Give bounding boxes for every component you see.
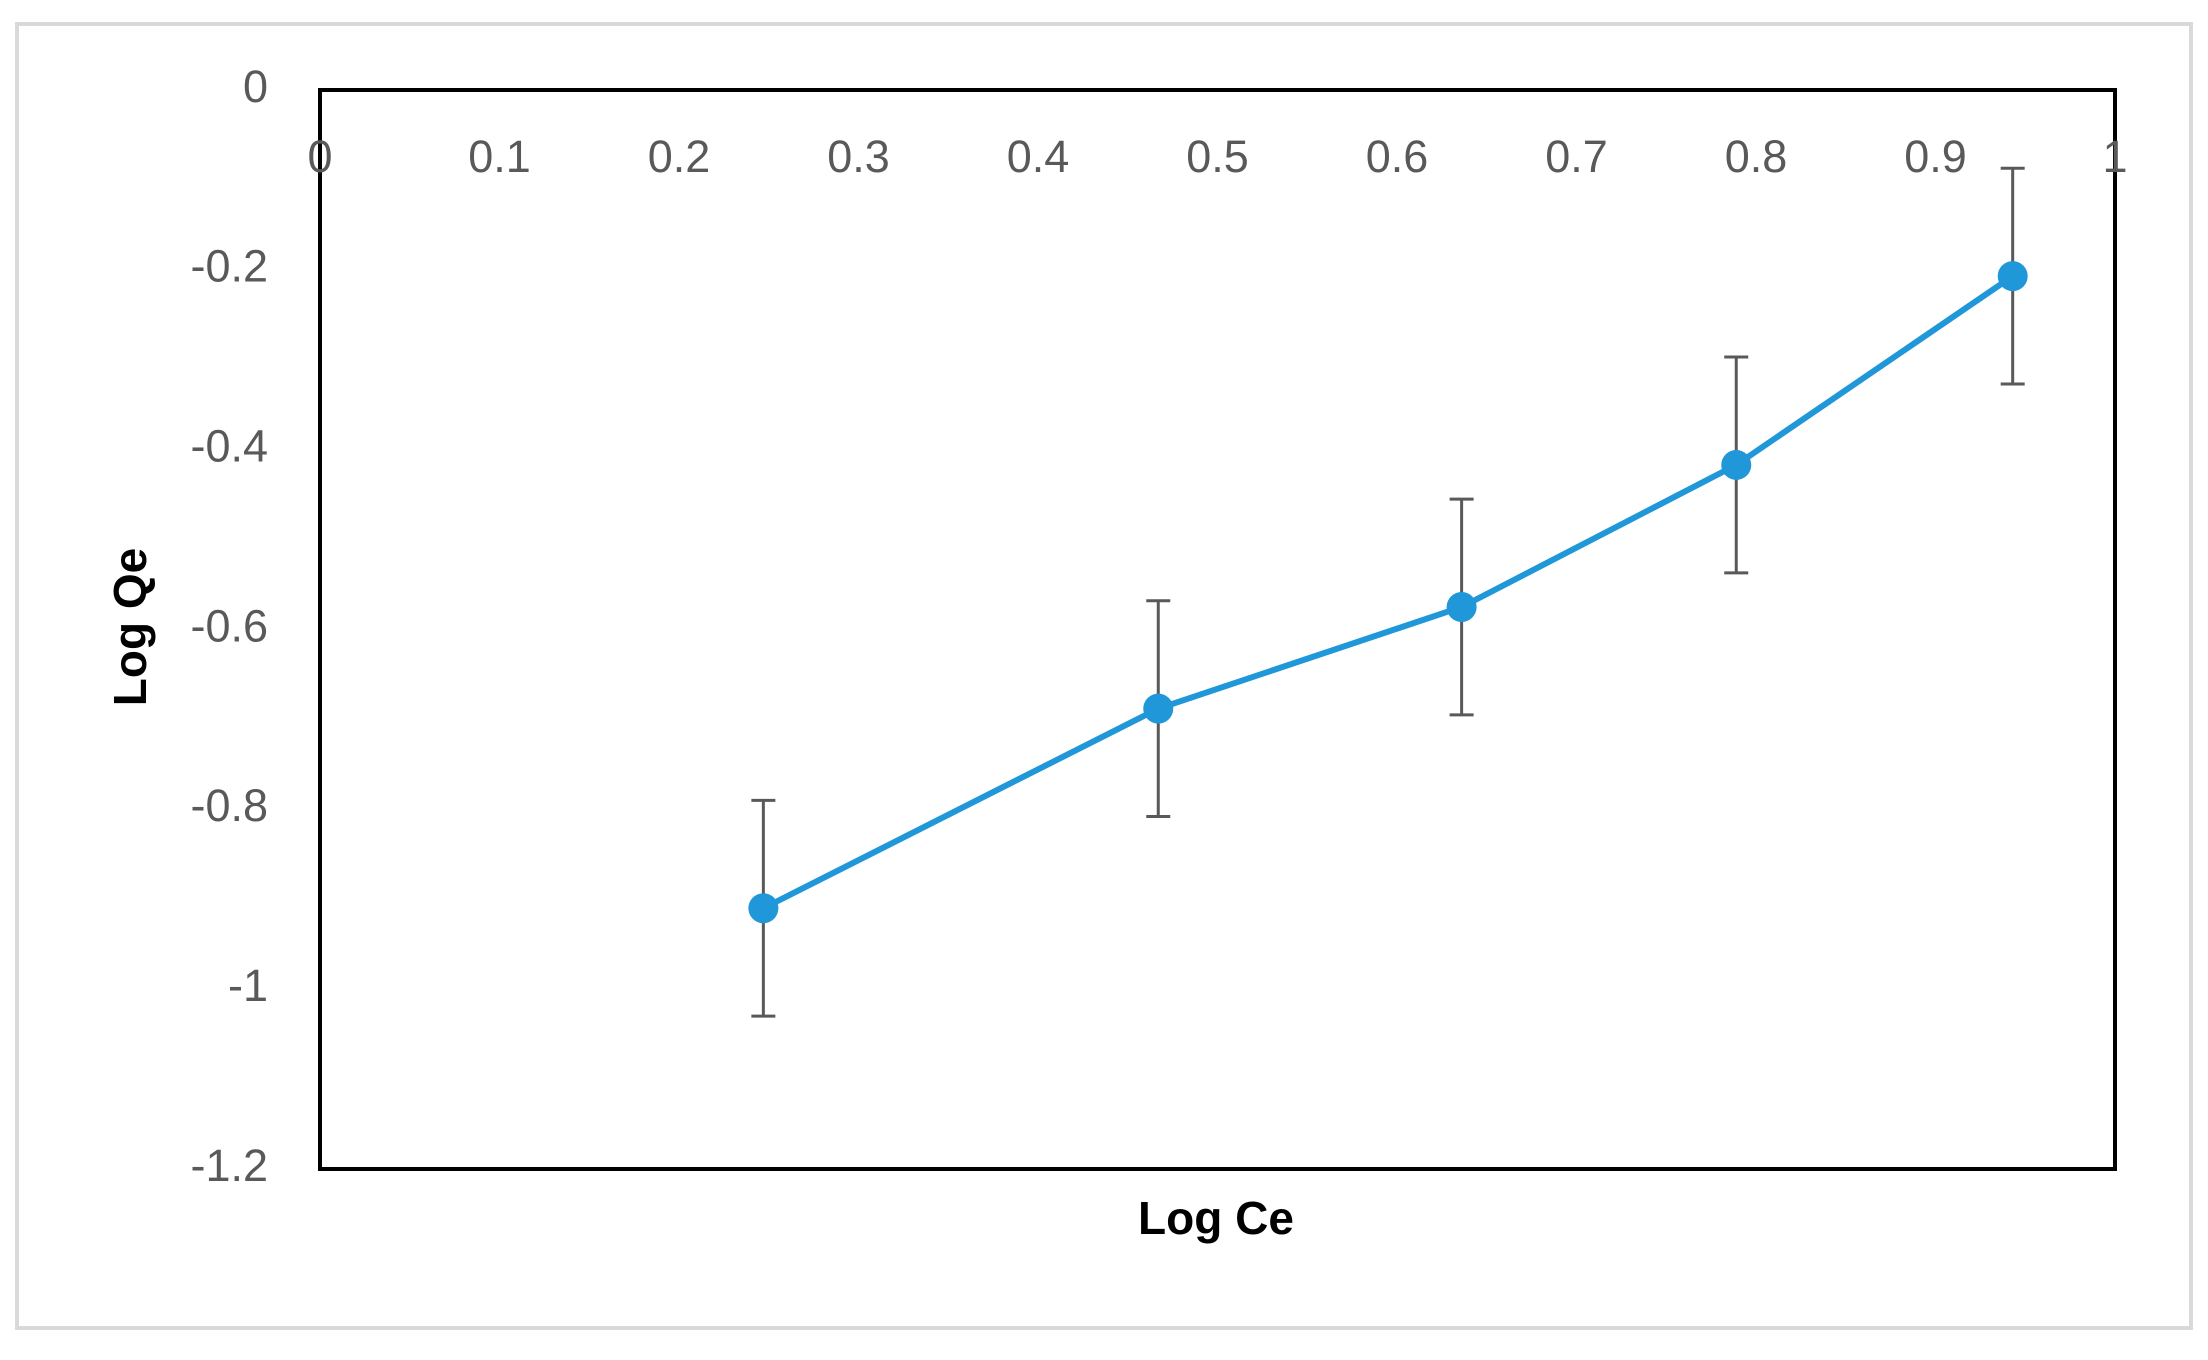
- x-axis-title: Log Ce: [1138, 1192, 1294, 1244]
- chart-border: [15, 22, 2193, 1330]
- y-tick-label: 0: [243, 61, 268, 112]
- y-tick-label: -1.2: [190, 1140, 268, 1191]
- data-point: [1143, 693, 1174, 724]
- y-tick-label: -0.2: [190, 241, 268, 292]
- y-tick-label: -0.6: [190, 600, 268, 651]
- x-tick-label: 0.6: [1366, 131, 1429, 182]
- plot-frame: [318, 88, 2117, 1171]
- x-tick-label: 0.3: [827, 131, 890, 182]
- x-tick-label: 0.5: [1186, 131, 1249, 182]
- x-tick-label: 0.4: [1007, 131, 1070, 182]
- data-point: [1721, 449, 1752, 480]
- y-tick-label: -0.8: [190, 780, 268, 831]
- x-tick-label: 1: [2102, 131, 2127, 182]
- y-axis-title: Log Qe: [104, 548, 156, 706]
- data-point: [1997, 261, 2028, 292]
- x-tick-label: 0.8: [1725, 131, 1788, 182]
- x-tick-label: 0.2: [648, 131, 711, 182]
- x-tick-label: 0.9: [1904, 131, 1967, 182]
- x-tick-label: 0: [307, 131, 332, 182]
- y-tick-label: -0.4: [190, 421, 268, 472]
- data-point: [1446, 592, 1477, 623]
- y-tick-label: -1: [228, 960, 268, 1011]
- x-tick-label: 0.7: [1545, 131, 1608, 182]
- x-tick-label: 0.1: [468, 131, 531, 182]
- data-point: [748, 893, 779, 924]
